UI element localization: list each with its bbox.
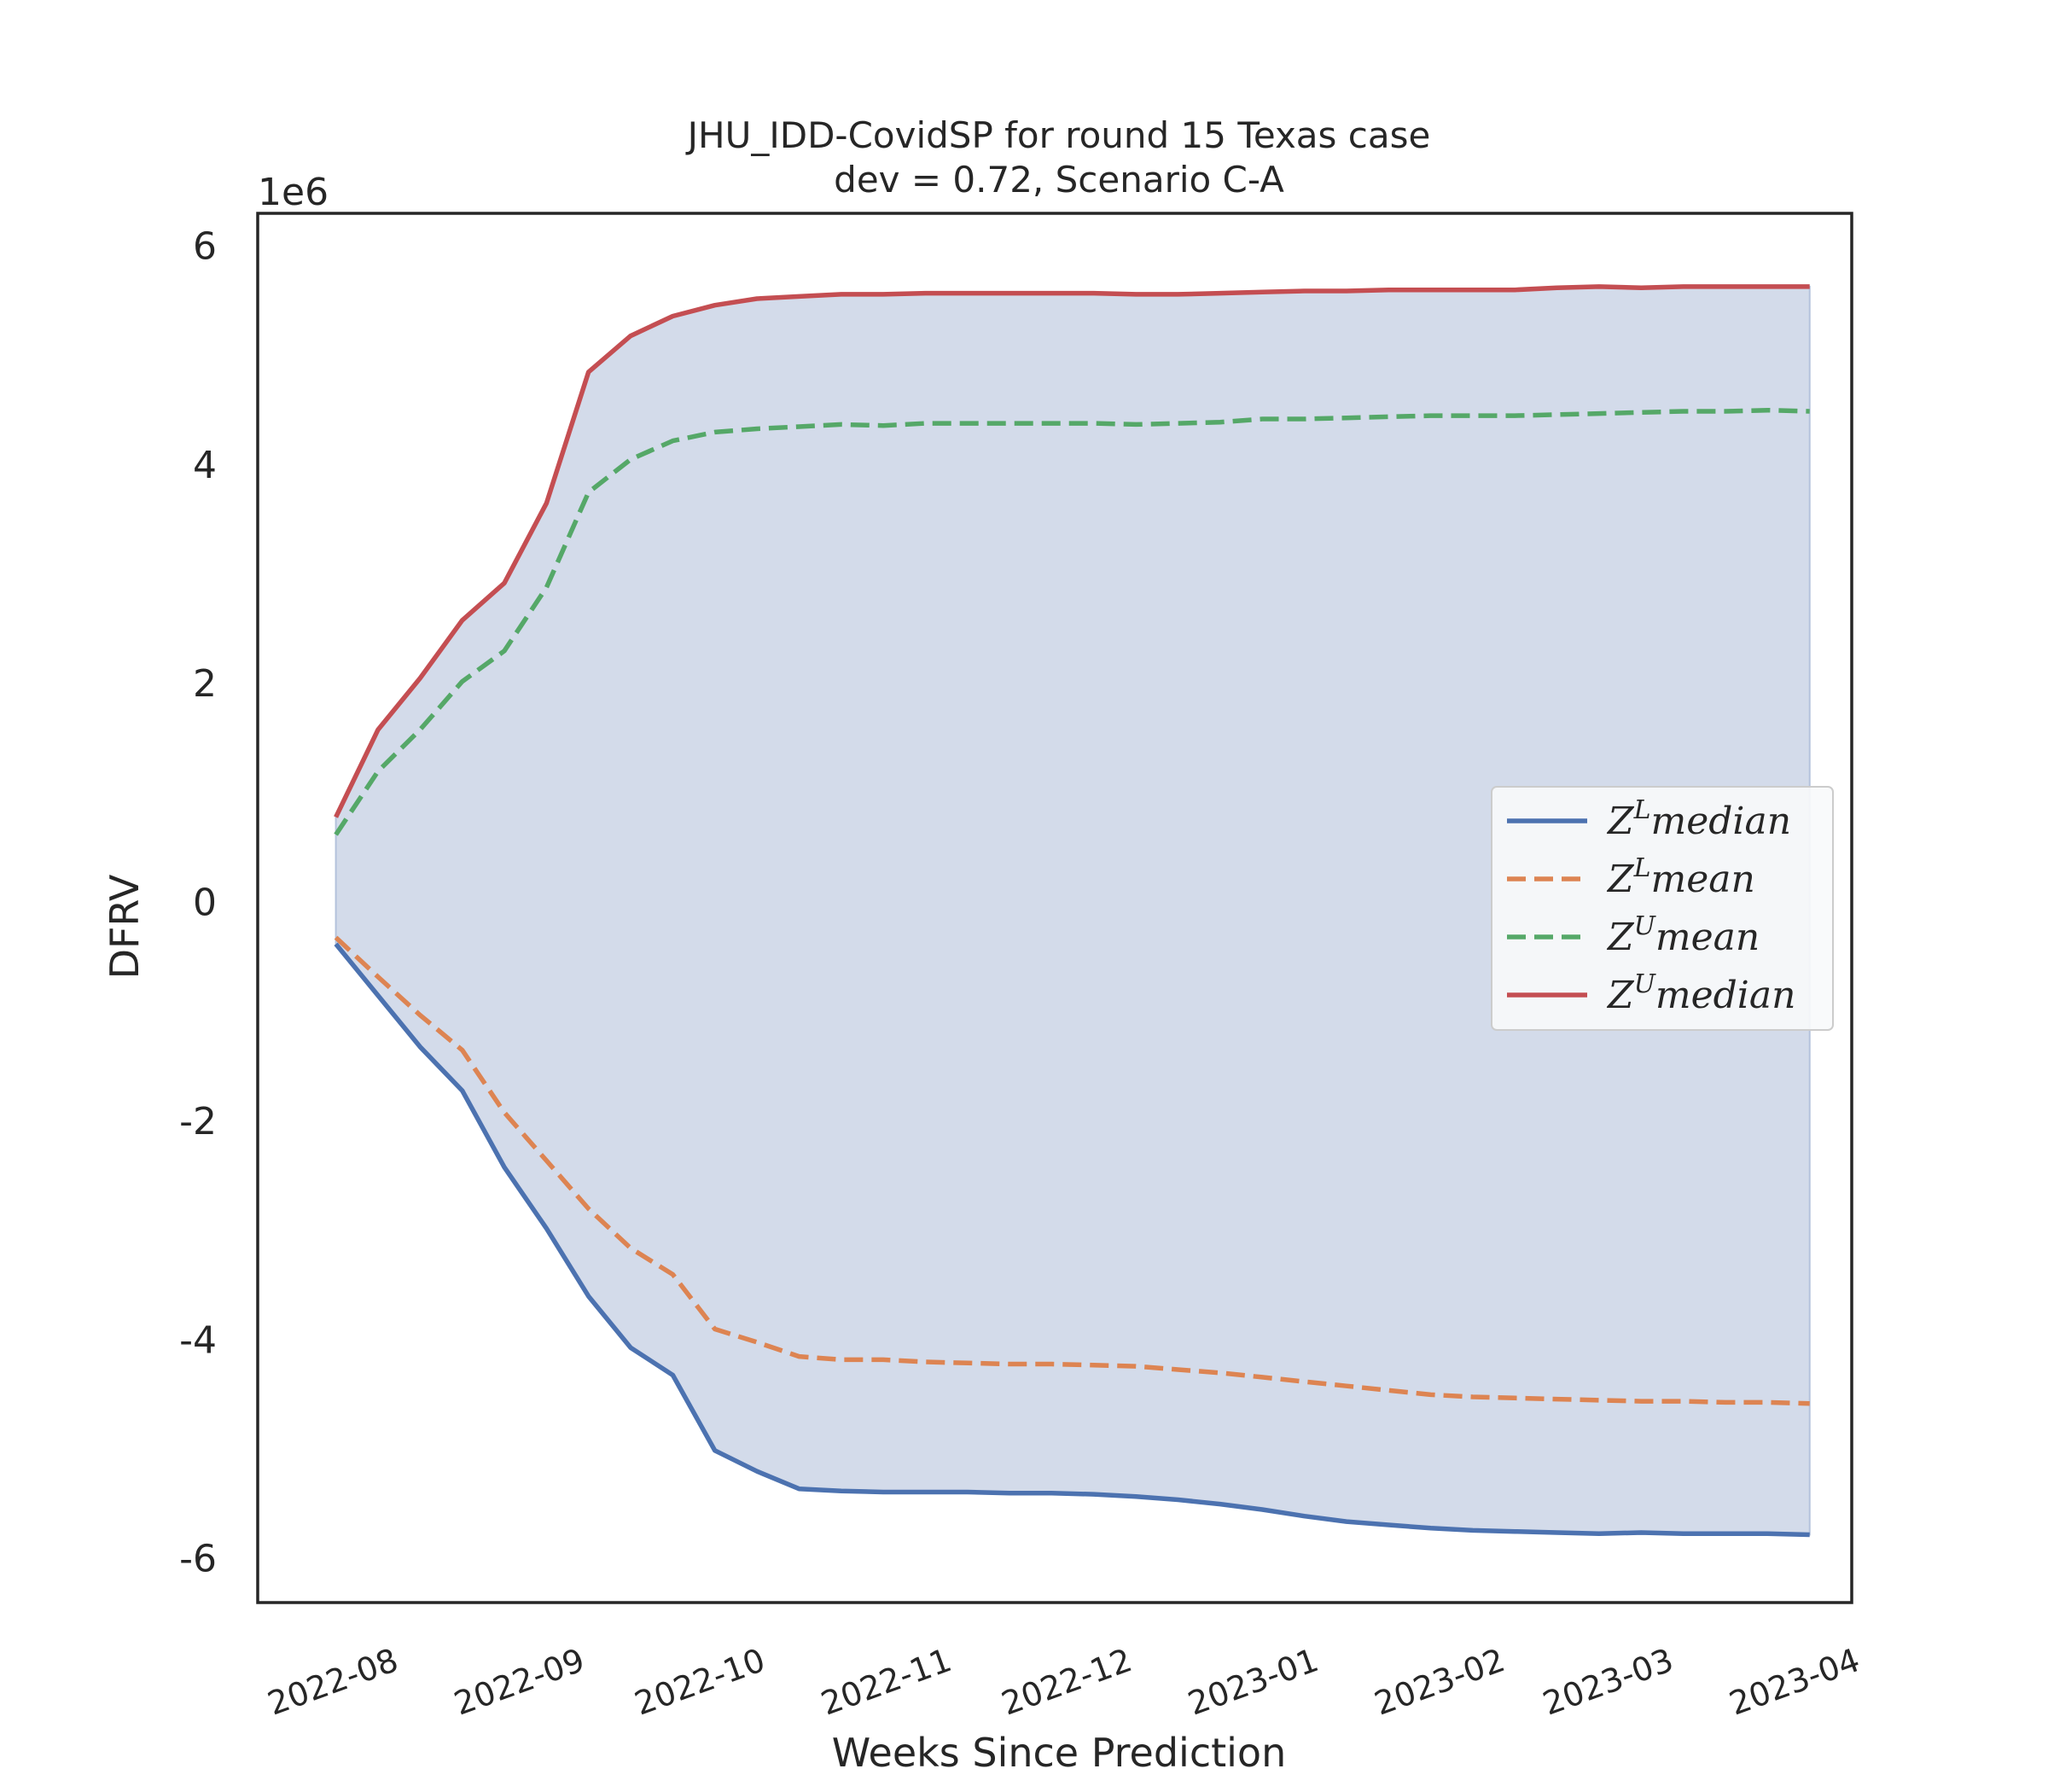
y-tick-label: 4 (193, 444, 217, 487)
y-tick-label: -2 (179, 1100, 217, 1143)
legend-label: ZLmedian (1606, 795, 1791, 843)
legend-box (1491, 786, 1834, 1031)
y-tick-label: -4 (179, 1318, 217, 1362)
legend-label: ZUmedian (1606, 969, 1795, 1017)
plot-frame (256, 212, 1853, 1604)
series-line-2 (334, 935, 1810, 1406)
series-line-3 (334, 407, 1810, 836)
legend-label: ZLmean (1606, 853, 1755, 901)
y-offset-label: 1e6 (258, 171, 329, 214)
series-line-1 (334, 942, 1810, 1538)
y-tick-label: 6 (193, 224, 217, 268)
legend-label: ZUmean (1606, 911, 1760, 959)
y-axis-label: DFRV (102, 874, 148, 979)
y-tick-label: -6 (179, 1538, 217, 1581)
series-line-4 (334, 284, 1810, 818)
x-axis-label: Weeks Since Prediction (832, 1730, 1286, 1776)
chart-title: JHU_IDD-CovidSP for round 15 Texas case (685, 114, 1431, 156)
chart-subtitle: dev = 0.72, Scenario C-A (834, 159, 1284, 201)
y-tick-label: 0 (193, 881, 217, 925)
y-tick-label: 2 (193, 662, 217, 706)
